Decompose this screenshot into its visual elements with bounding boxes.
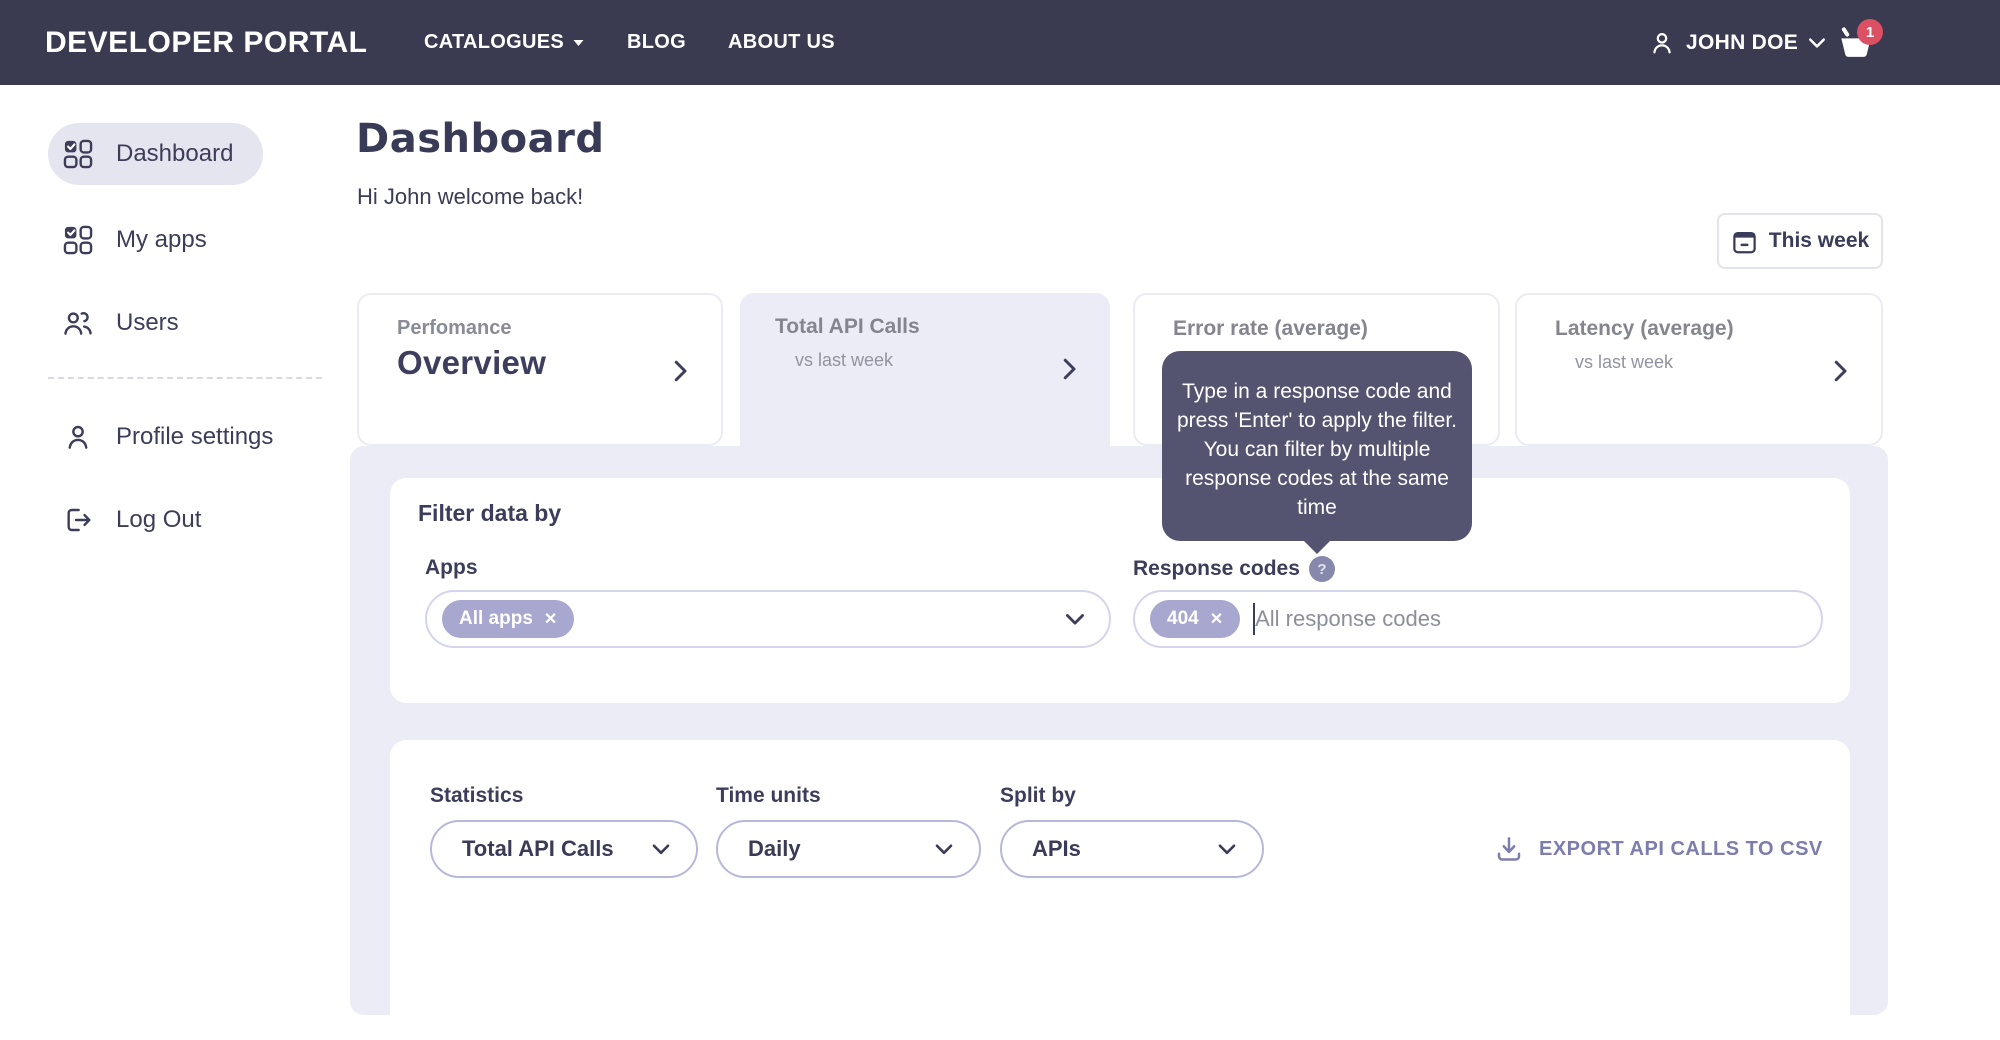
person-icon	[68, 425, 88, 449]
tag-label: All apps	[459, 608, 533, 629]
response-code-selected-tag: 404 ✕	[1150, 600, 1241, 638]
sidebar-item-users[interactable]: Users	[48, 292, 209, 354]
sidebar-item-dashboard[interactable]: Dashboard	[48, 123, 264, 185]
card-heading: Overview	[397, 344, 547, 381]
card-performance-overview[interactable]: Perfomance Overview	[357, 293, 723, 446]
tag-label: 404	[1167, 608, 1199, 629]
help-icon[interactable]: ?	[1308, 556, 1335, 582]
response-codes-tooltip: Type in a response code and press 'Enter…	[1162, 351, 1472, 554]
card-title: Error rate (average)	[1173, 317, 1368, 340]
sidebar-item-label: Profile settings	[116, 423, 274, 450]
response-codes-label-text: Response codes	[1133, 557, 1300, 580]
time-units-select[interactable]: Daily	[716, 820, 981, 878]
sidebar-item-label: Dashboard	[116, 140, 234, 167]
user-name: JOHN DOE	[1686, 30, 1799, 54]
logout-icon	[67, 508, 91, 532]
sidebar-item-log-out[interactable]: Log Out	[48, 489, 231, 551]
sidebar-item-label: My apps	[116, 226, 207, 253]
chevron-right-icon	[1063, 358, 1076, 380]
grid-check-icon	[63, 139, 93, 169]
remove-tag-icon[interactable]: ✕	[1209, 611, 1224, 628]
chevron-down-icon	[1809, 37, 1826, 48]
nav-menu: CATALOGUES BLOG ABOUT US	[424, 0, 835, 85]
download-icon	[1497, 837, 1521, 861]
nav-item-about-us[interactable]: ABOUT US	[728, 31, 835, 54]
export-csv-label: EXPORT API CALLS TO CSV	[1539, 837, 1823, 860]
card-title: Total API Calls	[775, 315, 920, 338]
nav-item-label: BLOG	[627, 31, 687, 53]
statistics-select[interactable]: Total API Calls	[430, 820, 698, 878]
remove-tag-icon[interactable]: ✕	[543, 611, 558, 628]
card-eyebrow: Perfomance	[397, 317, 512, 339]
sidebar-item-label: Users	[116, 309, 179, 336]
grid-check-icon	[63, 225, 93, 255]
response-codes-input[interactable]	[1255, 606, 1801, 632]
filter-panel-title: Filter data by	[418, 500, 562, 526]
statistics-label: Statistics	[430, 784, 524, 807]
time-units-select-value: Daily	[748, 836, 801, 861]
card-subtitle: vs last week	[795, 350, 894, 370]
sidebar-divider	[48, 377, 322, 379]
text-cursor	[1253, 603, 1256, 635]
statistics-panel: Statistics Total API Calls Time units Da…	[390, 740, 1850, 1040]
nav-item-label: ABOUT US	[728, 31, 835, 53]
sidebar-item-label: Log Out	[116, 506, 202, 533]
card-subtitle: vs last week	[1575, 352, 1674, 372]
export-csv-button[interactable]: EXPORT API CALLS TO CSV	[1494, 834, 1823, 864]
time-units-label: Time units	[716, 784, 821, 807]
users-icon	[64, 312, 92, 335]
sidebar-item-my-apps[interactable]: My apps	[48, 209, 237, 271]
chevron-down-icon	[652, 844, 670, 855]
user-menu[interactable]: JOHN DOE	[1648, 0, 1826, 85]
apps-filter-label: Apps	[425, 556, 478, 580]
top-navbar: DEVELOPER PORTAL CATALOGUES BLOG ABOUT U…	[0, 0, 2000, 85]
greeting-text: Hi John welcome back!	[357, 184, 584, 209]
nav-item-label: CATALOGUES	[424, 31, 565, 53]
nav-item-blog[interactable]: BLOG	[627, 31, 686, 54]
apps-multiselect[interactable]: All apps ✕	[425, 590, 1111, 648]
card-title: Latency (average)	[1555, 317, 1734, 340]
filter-panel: Filter data by Apps All apps ✕ Response …	[390, 478, 1850, 703]
nav-item-catalogues[interactable]: CATALOGUES	[424, 31, 585, 54]
period-selector-button[interactable]: This week	[1717, 213, 1883, 269]
sidebar-item-profile-settings[interactable]: Profile settings	[48, 406, 303, 468]
split-by-select-value: APIs	[1032, 836, 1081, 861]
chevron-down-icon[interactable]	[1061, 605, 1089, 633]
calendar-icon	[1733, 231, 1756, 253]
response-codes-multiselect[interactable]: 404 ✕	[1133, 590, 1823, 648]
dropdown-triangle-icon	[573, 39, 584, 46]
apps-filter-label-text: Apps	[425, 556, 478, 579]
split-by-select[interactable]: APIs	[1000, 820, 1264, 878]
card-total-api-calls[interactable]: Total API Calls vs last week	[740, 293, 1110, 453]
cart-button[interactable]: 1	[1833, 19, 1883, 65]
split-by-label: Split by	[1000, 784, 1076, 807]
cart-count-badge: 1	[1857, 19, 1883, 45]
brand-logo[interactable]: DEVELOPER PORTAL	[45, 26, 368, 59]
apps-selected-tag: All apps ✕	[442, 600, 575, 638]
chevron-right-icon	[674, 360, 687, 382]
statistics-select-value: Total API Calls	[462, 836, 614, 861]
page-title: Dashboard	[356, 116, 605, 162]
response-codes-filter-label: Response codes ?	[1133, 556, 1335, 582]
card-latency[interactable]: Latency (average) vs last week	[1515, 293, 1883, 446]
chevron-right-icon	[1834, 360, 1847, 382]
person-icon	[1653, 32, 1671, 53]
period-selector-label: This week	[1768, 229, 1870, 252]
chevron-down-icon	[1218, 844, 1236, 855]
chevron-down-icon	[935, 844, 953, 855]
